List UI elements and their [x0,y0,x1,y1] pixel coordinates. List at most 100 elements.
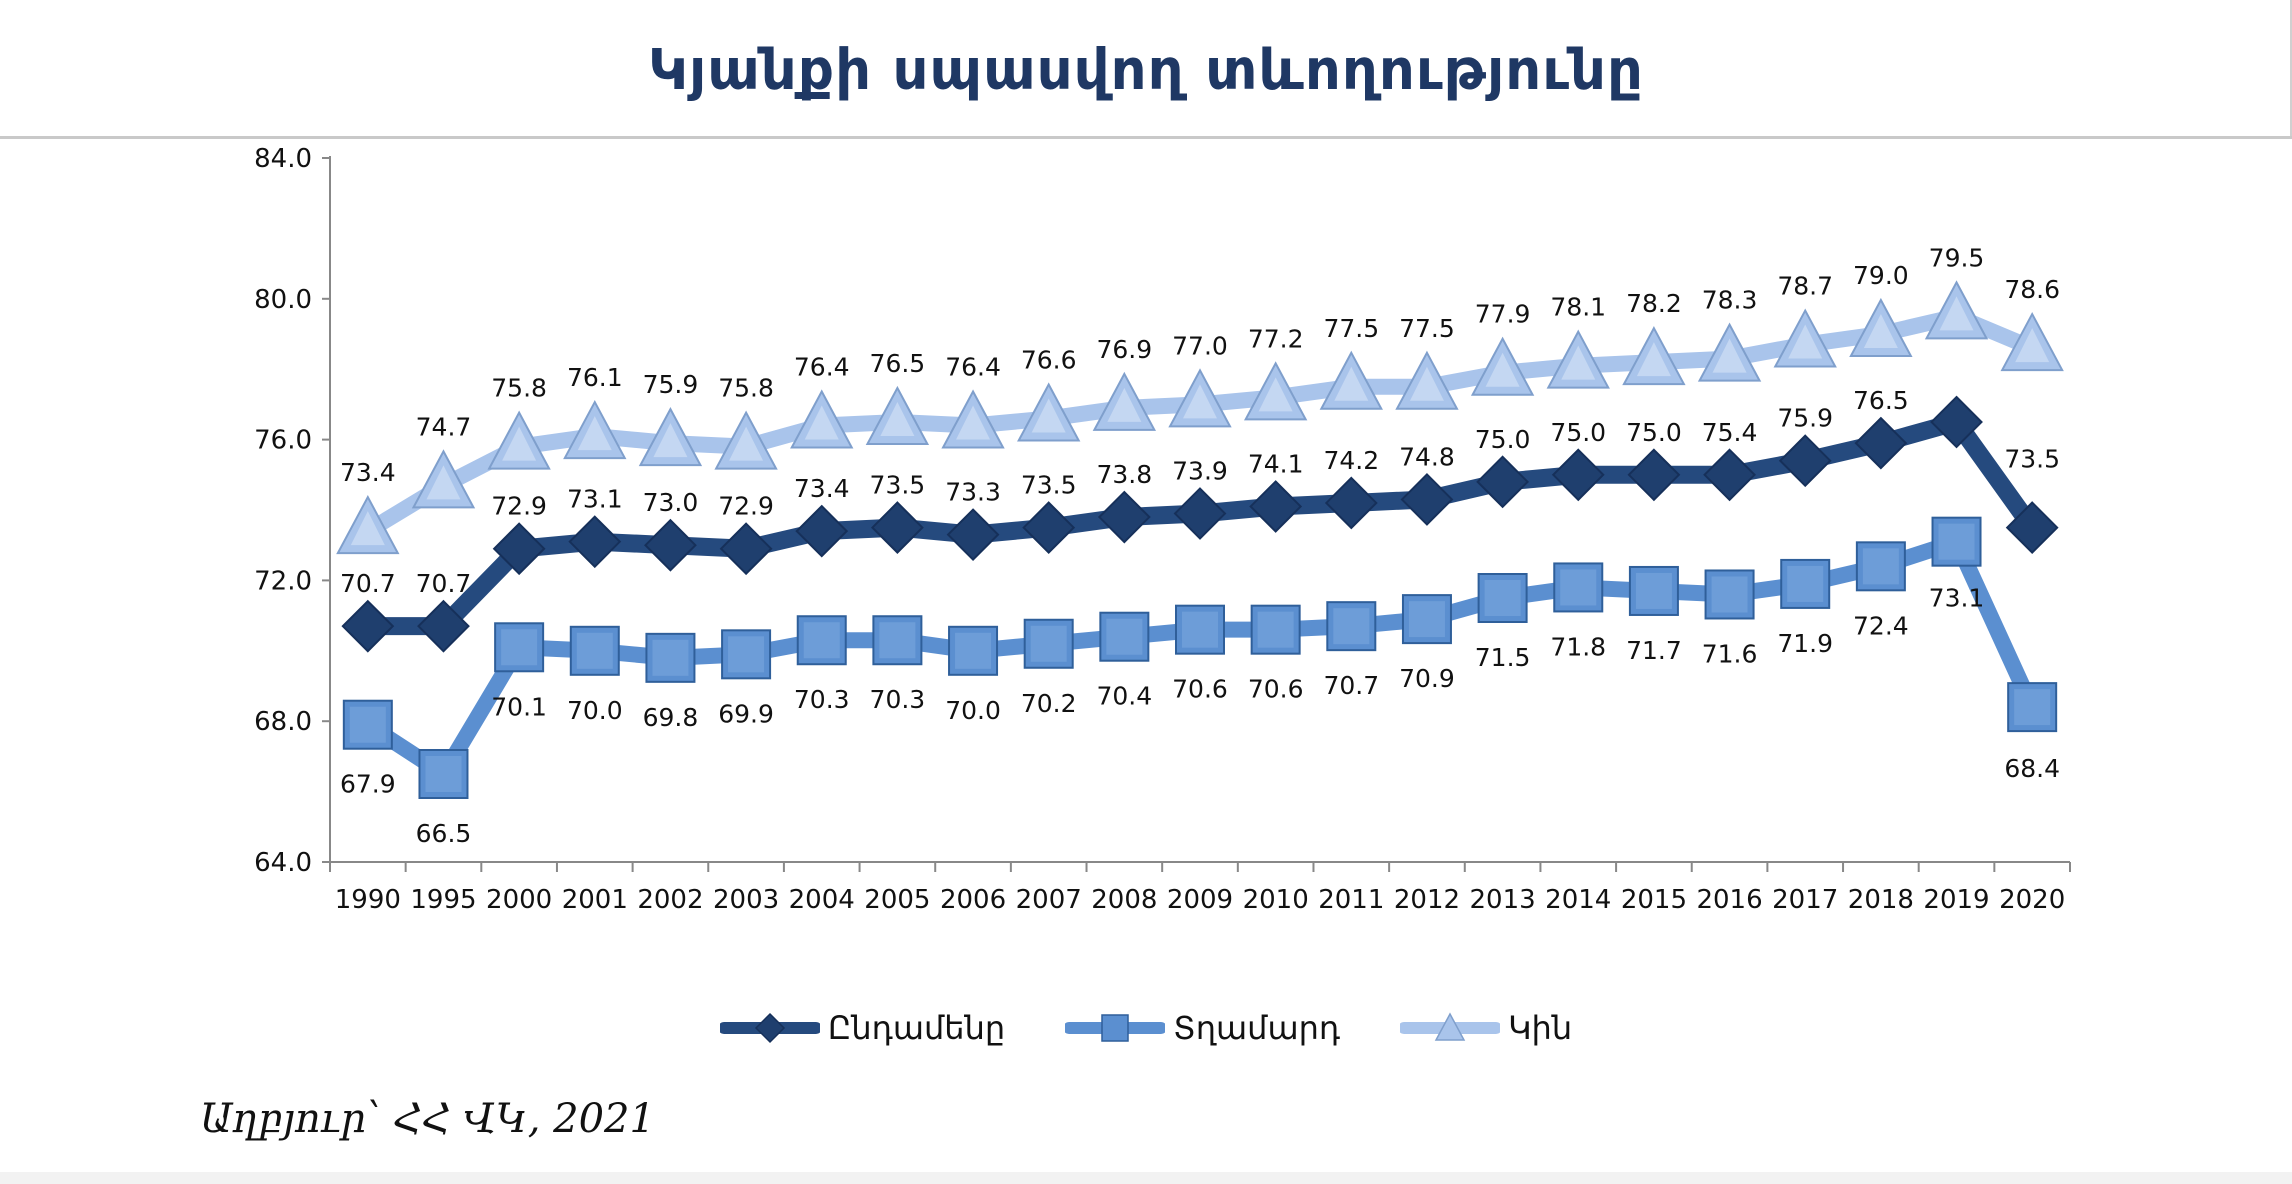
marker-male-inner [1333,608,1370,645]
marker-male-inner [349,706,386,743]
data-label-female: 78.3 [1702,286,1758,315]
data-label-total: 73.0 [643,488,699,517]
data-label-total: 73.1 [567,485,623,514]
data-label-female: 76.4 [945,353,1001,382]
data-label-male: 71.8 [1550,632,1606,661]
marker-female-inner [1561,345,1596,380]
marker-female-inner [1334,366,1369,401]
marker-female-inner [1863,314,1898,348]
data-label-total: 72.9 [491,492,547,521]
marker-total [870,501,924,555]
data-label-female: 75.8 [491,374,547,403]
data-label-male: 70.4 [1097,682,1153,711]
marker-male-inner [1484,580,1521,616]
data-label-female: 73.4 [340,458,396,487]
marker-female-inner [729,426,764,461]
marker-total [719,522,773,576]
x-tick-label: 2009 [1167,885,1233,915]
data-label-female: 77.5 [1399,314,1455,343]
data-label-female: 77.0 [1172,331,1228,360]
chart-data-labels: 70.7 70.7 72.9 73.1 73.0 72.9 73.4 73.5 73.3 73.5… [340,243,2060,848]
marker-male-inner [1560,569,1597,606]
marker-female-inner [502,426,537,461]
marker-male-inner [955,632,992,669]
data-label-male: 73.1 [1929,584,1985,613]
data-label-total: 70.7 [340,569,396,598]
x-tick-label: 2020 [1999,885,2065,915]
marker-male-inner [1030,625,1067,662]
marker-total [1854,416,1908,470]
data-label-total: 72.9 [718,492,774,521]
chart-axes: 64.0 68.0 72.0 76.0 80.0 84.0 1990 1995 2000 2001… [254,144,2071,915]
marker-total [568,515,622,569]
marker-total [417,599,470,653]
data-label-male: 70.0 [567,696,623,725]
marker-male-inner [1938,523,1975,560]
data-label-female: 74.7 [416,412,472,441]
marker-total [2005,501,2059,555]
marker-female-inner [1258,377,1293,412]
data-label-total: 74.2 [1323,446,1379,475]
marker-total [1476,455,1530,509]
y-tick-label: 72.0 [254,566,312,596]
x-tick-label: 2011 [1318,885,1384,915]
marker-total [946,508,1000,562]
data-label-male: 70.3 [870,685,926,714]
data-label-male: 71.9 [1777,629,1833,658]
x-tick-label: 2012 [1394,885,1460,915]
legend-item-female: Կին [1400,1008,1572,1048]
data-label-male: 67.9 [340,770,396,799]
marker-male-inner [501,629,538,666]
marker-female-inner [956,405,991,440]
data-label-male: 69.8 [643,703,699,732]
x-tick-label: 2019 [1923,885,1989,915]
data-label-female: 77.9 [1475,300,1531,329]
marker-total [1703,448,1756,502]
page-title: Կյանքի սպասվող տևողությունը [648,38,1644,103]
life-expectancy-chart: 64.0 68.0 72.0 76.0 80.0 84.0 1990 1995 2000 2001… [254,144,2071,915]
data-label-male: 68.4 [2004,754,2060,783]
marker-total [1627,448,1681,502]
x-tick-label: 2013 [1470,885,1536,915]
data-label-female: 75.9 [643,370,699,399]
legend-label-total: Ընդամենը [827,1009,1006,1047]
marker-male-inner [1787,565,1824,602]
data-label-male: 71.5 [1475,643,1531,672]
data-label-total: 75.4 [1702,418,1758,447]
data-label-total: 75.9 [1777,404,1833,433]
x-tick-label: 2000 [486,885,552,915]
header-edge [2290,0,2292,136]
data-label-female: 76.9 [1097,335,1153,364]
data-label-total: 73.8 [1097,460,1153,489]
data-label-male: 70.7 [1323,671,1379,700]
x-tick-label: 2017 [1772,885,1838,915]
marker-total [341,599,395,653]
marker-total [1778,434,1832,488]
marker-female-inner [880,402,915,436]
x-tick-label: 2004 [789,885,855,915]
data-label-female: 79.5 [1929,243,1985,272]
marker-male-inner [1106,618,1143,655]
data-label-female: 77.2 [1248,324,1304,353]
marker-male-inner [576,632,613,669]
marker-male-inner [1711,576,1748,613]
data-label-female: 76.1 [567,363,623,392]
marker-total [1400,473,1454,526]
legend-swatch-female [1400,1012,1501,1041]
marker-total [1173,487,1227,540]
legend-label-male: Տղամարդ [1173,1009,1341,1047]
x-tick-label: 2005 [864,885,930,915]
data-label-total: 70.7 [416,569,472,598]
x-tick-label: 2002 [637,885,703,915]
data-label-total: 76.5 [1853,386,1909,415]
marker-male-inner [728,636,765,673]
marker-male-inner [2014,689,2051,726]
legend-item-male: Տղամարդ [1065,1008,1340,1048]
x-tick-label: 2008 [1091,885,1157,915]
marker-female-inner [1636,342,1671,377]
marker-total [644,518,697,572]
data-label-male: 70.6 [1172,675,1228,704]
data-label-total: 75.0 [1550,418,1606,447]
bottom-strip [0,1172,2292,1184]
marker-female-inner [653,423,688,458]
